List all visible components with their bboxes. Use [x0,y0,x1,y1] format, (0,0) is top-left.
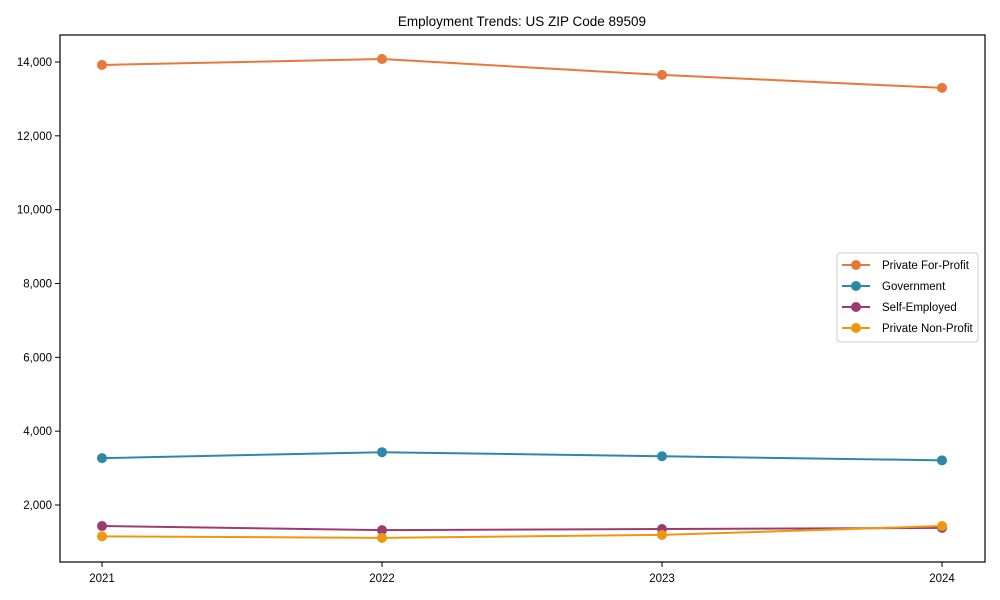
plot-frame [59,34,986,563]
x-tick-label: 2024 [929,573,955,585]
data-point-marker [657,69,667,80]
legend-marker-icon [851,302,861,312]
data-point-marker [97,531,107,542]
y-tick-label: 14,000 [17,57,52,69]
data-point-marker [377,532,387,543]
data-point-marker [97,453,107,464]
legend-label: Private Non-Profit [882,323,974,335]
data-point-marker [657,451,667,462]
legend-box [836,252,979,343]
series-line [101,525,943,539]
series-line [101,525,943,532]
legend-marker-icon [851,260,861,270]
x-axis: 2021 2022 2023 2024 [89,562,955,585]
plot-area [60,35,985,562]
y-tick-label: 10,000 [17,205,52,217]
legend: Private For-Profit Government Self-Employe… [836,252,979,343]
y-tick-label: 8,000 [23,279,52,291]
series-private-for-profit [97,54,947,93]
legend-item: Private Non-Profit [842,323,974,335]
series-private-non-profit [97,521,947,543]
series-line [101,451,943,462]
series-layer [97,54,947,543]
data-point-marker [937,82,947,93]
data-point-marker [657,529,667,540]
series-government [97,447,947,466]
legend-label: Self-Employed [882,302,957,314]
legend-item: Private For-Profit [842,260,970,272]
x-tick-label: 2023 [649,573,675,585]
series-line [101,58,943,89]
data-point-marker [97,59,107,70]
y-axis: 2,000 4,000 6,000 8,000 10,000 12,000 14,000 [17,57,60,512]
legend-item: Self-Employed [842,302,957,314]
y-tick-label: 6,000 [23,352,52,364]
y-tick-label: 2,000 [23,500,52,512]
chart-title: Employment Trends: US ZIP Code 89509 [398,14,646,29]
data-point-marker [937,521,947,532]
data-point-marker [377,54,387,65]
legend-item: Government [842,281,946,293]
data-point-marker [377,447,387,458]
legend-label: Private For-Profit [882,260,970,272]
legend-marker-icon [851,323,861,333]
legend-label: Government [882,281,946,293]
legend-marker-icon [851,281,861,291]
x-tick-label: 2022 [369,573,395,585]
x-tick-label: 2021 [89,573,115,585]
data-point-marker [97,521,107,532]
data-point-marker [937,455,947,466]
y-tick-label: 12,000 [17,131,52,143]
data-point-marker [377,525,387,536]
y-tick-label: 4,000 [23,426,52,438]
